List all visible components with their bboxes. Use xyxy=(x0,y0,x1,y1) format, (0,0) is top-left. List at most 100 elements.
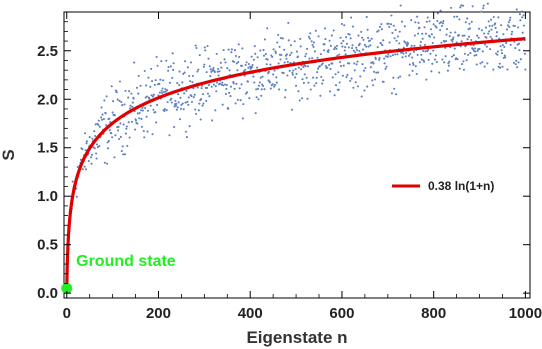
scatter-point xyxy=(278,88,281,91)
scatter-point xyxy=(377,71,380,74)
scatter-point xyxy=(129,107,132,110)
scatter-point xyxy=(93,130,96,133)
scatter-point xyxy=(233,87,236,90)
scatter-point xyxy=(207,84,210,87)
scatter-point xyxy=(328,39,331,42)
scatter-point xyxy=(210,70,213,73)
scatter-point xyxy=(360,95,363,98)
scatter-point xyxy=(467,53,470,56)
scatter-point xyxy=(261,75,264,78)
scatter-point xyxy=(421,37,424,40)
scatter-point xyxy=(425,78,428,81)
scatter-point xyxy=(149,104,152,107)
scatter-point xyxy=(366,85,369,88)
scatter-point xyxy=(506,28,509,31)
scatter-point xyxy=(373,70,376,73)
scatter-point xyxy=(234,49,237,52)
scatter-point xyxy=(227,48,230,51)
scatter-point xyxy=(384,67,387,70)
scatter-point xyxy=(304,55,307,58)
scatter-point xyxy=(506,24,510,27)
scatter-point xyxy=(416,53,419,56)
scatter-point xyxy=(337,88,340,91)
scatter-point xyxy=(354,51,357,54)
scatter-point xyxy=(202,65,205,68)
scatter-point xyxy=(338,81,341,84)
scatter-point xyxy=(500,49,503,52)
scatter-point xyxy=(139,84,142,87)
scatter-point xyxy=(341,74,344,77)
scatter-point xyxy=(324,64,327,68)
scatter-point xyxy=(126,144,129,147)
scatter-point xyxy=(474,50,477,53)
scatter-point xyxy=(75,195,78,198)
scatter-point xyxy=(484,43,487,46)
scatter-point xyxy=(244,63,247,67)
scatter-point xyxy=(91,137,94,140)
scatter-point xyxy=(143,136,146,139)
scatter-point xyxy=(164,88,167,91)
scatter-point xyxy=(273,83,277,87)
scatter-point xyxy=(363,43,366,47)
scatter-point xyxy=(267,70,271,73)
scatter-point xyxy=(349,37,352,40)
scatter-point xyxy=(121,145,124,148)
scatter-point xyxy=(362,69,366,72)
scatter-point xyxy=(85,142,88,145)
scatter-point xyxy=(175,108,178,111)
scatter-point xyxy=(412,63,415,66)
scatter-point xyxy=(106,141,109,144)
scatter-point xyxy=(140,125,144,128)
scatter-point xyxy=(367,36,370,39)
scatter-point xyxy=(124,89,127,92)
scatter-point xyxy=(151,80,154,83)
scatter-point xyxy=(432,49,435,52)
scatter-point xyxy=(284,89,287,92)
scatter-point xyxy=(475,63,478,66)
scatter-point xyxy=(151,133,154,136)
scatter-point xyxy=(411,56,414,59)
scatter-point xyxy=(132,97,135,100)
scatter-point xyxy=(339,65,343,68)
scatter-point xyxy=(108,129,111,132)
scatter-point xyxy=(186,66,189,69)
scatter-point xyxy=(428,35,432,38)
y-tick-label: 2.5 xyxy=(37,43,58,60)
scatter-point xyxy=(180,103,183,106)
scatter-point xyxy=(447,62,450,65)
scatter-point xyxy=(443,61,446,64)
scatter-point xyxy=(119,122,122,125)
scatter-point xyxy=(504,56,507,59)
scatter-point xyxy=(499,66,502,69)
scatter-point xyxy=(349,79,352,82)
scatter-point xyxy=(197,68,200,71)
scatter-point xyxy=(488,30,491,33)
scatter-point xyxy=(162,90,166,94)
scatter-point xyxy=(192,96,195,99)
scatter-point xyxy=(117,137,121,141)
scatter-point xyxy=(286,60,289,63)
scatter-point xyxy=(87,159,90,163)
scatter-point xyxy=(223,83,227,86)
scatter-point xyxy=(254,52,257,55)
scatter-point xyxy=(378,57,381,60)
scatter-point xyxy=(273,85,276,88)
scatter-point xyxy=(136,112,139,115)
scatter-point xyxy=(110,132,113,135)
scatter-point xyxy=(115,91,118,94)
scatter-point xyxy=(182,108,185,111)
scatter-point xyxy=(362,38,365,41)
scatter-point xyxy=(259,76,262,79)
scatter-point xyxy=(234,54,238,58)
scatter-point xyxy=(266,27,269,30)
scatter-point xyxy=(178,118,182,121)
scatter-point xyxy=(404,55,407,58)
scatter-point xyxy=(283,48,286,51)
scatter-point xyxy=(327,49,330,52)
scatter-point xyxy=(436,19,439,23)
scatter-point xyxy=(169,65,172,68)
scatter-point xyxy=(244,68,247,71)
scatter-point xyxy=(297,66,300,69)
scatter-point xyxy=(181,102,184,105)
scatter-point xyxy=(429,52,432,55)
